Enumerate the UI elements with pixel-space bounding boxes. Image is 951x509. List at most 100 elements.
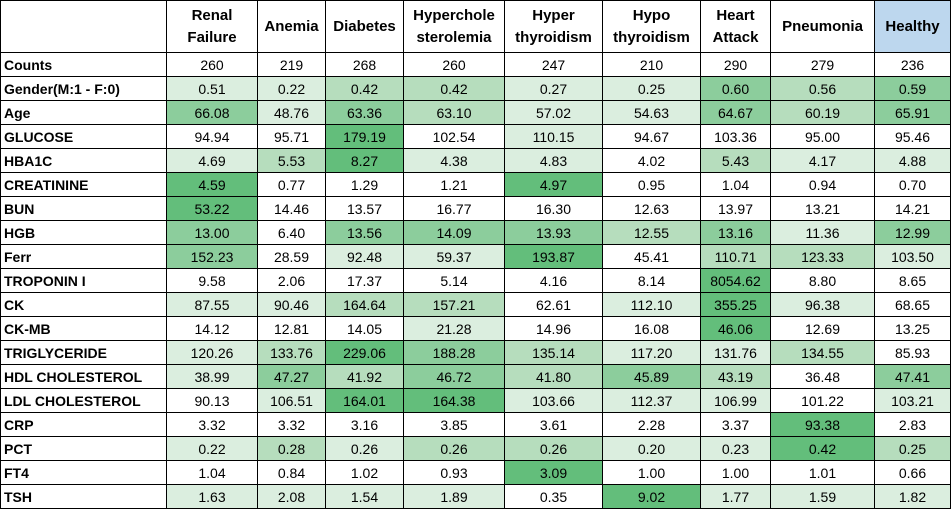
value-cell: 4.59 <box>166 172 258 197</box>
value-cell: 65.91 <box>874 100 951 125</box>
value-cell: 28.59 <box>257 244 326 269</box>
value-cell: 0.22 <box>257 76 326 101</box>
value-cell: 135.14 <box>504 340 603 365</box>
value-cell: 46.72 <box>403 364 505 389</box>
value-cell: 43.19 <box>700 364 771 389</box>
table-row: Age 66.08 48.76 63.36 63.10 57.02 54.63 64.67 60… <box>0 100 951 125</box>
value-cell: 134.55 <box>770 340 875 365</box>
table-row: Gender(M:1 - F:0) 0.51 0.22 0.42 0.42 0.27 0.2… <box>0 76 951 101</box>
value-cell: 64.67 <box>700 100 771 125</box>
value-cell: 0.35 <box>504 484 603 509</box>
value-cell: 4.83 <box>504 148 603 173</box>
value-cell: 0.66 <box>874 460 951 485</box>
value-cell: 41.80 <box>504 364 603 389</box>
value-cell: 5.14 <box>403 268 505 293</box>
column-header: Pneumonia <box>770 0 875 53</box>
value-cell: 0.70 <box>874 172 951 197</box>
value-cell: 0.25 <box>874 436 951 461</box>
value-cell: 3.32 <box>166 412 258 437</box>
column-header-healthy: Healthy <box>874 0 951 53</box>
value-cell: 13.25 <box>874 316 951 341</box>
value-cell: 0.94 <box>770 172 875 197</box>
value-cell: 94.67 <box>602 124 701 149</box>
value-cell: 1.02 <box>325 460 404 485</box>
value-cell: 1.77 <box>700 484 771 509</box>
value-cell: 41.92 <box>325 364 404 389</box>
corner-cell <box>0 0 167 53</box>
value-cell: 0.77 <box>257 172 326 197</box>
value-cell: 9.02 <box>602 484 701 509</box>
value-cell: 2.08 <box>257 484 326 509</box>
value-cell: 5.43 <box>700 148 771 173</box>
value-cell: 16.08 <box>602 316 701 341</box>
value-cell: 2.83 <box>874 412 951 437</box>
column-header-line: thyroidism <box>613 28 690 46</box>
table-row: HDL CHOLESTEROL 38.99 47.27 41.92 46.72 41.80… <box>0 364 951 389</box>
value-cell: 1.00 <box>700 460 771 485</box>
value-cell: 1.21 <box>403 172 505 197</box>
value-cell: 0.93 <box>403 460 505 485</box>
value-cell: 2.28 <box>602 412 701 437</box>
table-row: CREATININE 4.59 0.77 1.29 1.21 4.97 0.95 1.04 0.… <box>0 172 951 197</box>
value-cell: 229.06 <box>325 340 404 365</box>
value-cell: 3.09 <box>504 460 603 485</box>
table-row: GLUCOSE 94.94 95.71 179.19 102.54 110.15 94.67… <box>0 124 951 149</box>
value-cell: 14.21 <box>874 196 951 221</box>
row-label: HGB <box>0 220 167 245</box>
row-label: CK <box>0 292 167 317</box>
row-label: LDL CHOLESTEROL <box>0 388 167 413</box>
column-header-line: Attack <box>712 28 759 46</box>
value-cell: 102.54 <box>403 124 505 149</box>
value-cell: 12.99 <box>874 220 951 245</box>
value-cell: 4.38 <box>403 148 505 173</box>
value-cell: 0.51 <box>166 76 258 101</box>
column-header-line: Hypo <box>632 6 671 24</box>
value-cell: 3.61 <box>504 412 603 437</box>
value-cell: 48.76 <box>257 100 326 125</box>
value-cell: 0.26 <box>504 436 603 461</box>
value-cell: 63.36 <box>325 100 404 125</box>
value-cell: 85.93 <box>874 340 951 365</box>
value-cell: 14.09 <box>403 220 505 245</box>
table-row: PCT 0.22 0.28 0.26 0.26 0.26 0.20 0.23 0.42 0.25 <box>0 436 951 461</box>
value-cell: 1.29 <box>325 172 404 197</box>
row-label: FT4 <box>0 460 167 485</box>
column-header: Anemia <box>257 0 326 53</box>
value-cell: 1.04 <box>700 172 771 197</box>
value-cell: 92.48 <box>325 244 404 269</box>
column-header-line: Hyper <box>532 6 575 24</box>
value-cell: 120.26 <box>166 340 258 365</box>
row-label: TROPONIN I <box>0 268 167 293</box>
table-row: LDL CHOLESTEROL 90.13 106.51 164.01 164.38 10… <box>0 388 951 413</box>
value-cell: 0.26 <box>325 436 404 461</box>
table-row: TSH 1.63 2.08 1.54 1.89 0.35 9.02 1.77 1.59 1.82 <box>0 484 951 509</box>
value-cell: 0.28 <box>257 436 326 461</box>
value-cell: 133.76 <box>257 340 326 365</box>
row-label: CK-MB <box>0 316 167 341</box>
value-cell: 14.12 <box>166 316 258 341</box>
value-cell: 0.25 <box>602 76 701 101</box>
value-cell: 164.38 <box>403 388 505 413</box>
value-cell: 8.14 <box>602 268 701 293</box>
value-cell: 4.17 <box>770 148 875 173</box>
value-cell: 219 <box>257 52 326 77</box>
value-cell: 57.02 <box>504 100 603 125</box>
table-body: Counts 260 219 268 260 247 210 290 279 236 Gender(… <box>0 52 951 509</box>
table-row: CK-MB 14.12 12.81 14.05 21.28 14.96 16.08 46.06… <box>0 316 951 341</box>
value-cell: 236 <box>874 52 951 77</box>
value-cell: 1.00 <box>602 460 701 485</box>
row-label: GLUCOSE <box>0 124 167 149</box>
value-cell: 164.64 <box>325 292 404 317</box>
value-cell: 2.06 <box>257 268 326 293</box>
row-label: TSH <box>0 484 167 509</box>
value-cell: 60.19 <box>770 100 875 125</box>
value-cell: 9.58 <box>166 268 258 293</box>
value-cell: 193.87 <box>504 244 603 269</box>
column-header: Hyperchole sterolemia <box>403 0 505 53</box>
value-cell: 290 <box>700 52 771 77</box>
row-label: Age <box>0 100 167 125</box>
table-row: BUN 53.22 14.46 13.57 16.77 16.30 12.63 13.97 13… <box>0 196 951 221</box>
value-cell: 87.55 <box>166 292 258 317</box>
table-row: HBA1C 4.69 5.53 8.27 4.38 4.83 4.02 5.43 4.17 4.8… <box>0 148 951 173</box>
value-cell: 112.10 <box>602 292 701 317</box>
